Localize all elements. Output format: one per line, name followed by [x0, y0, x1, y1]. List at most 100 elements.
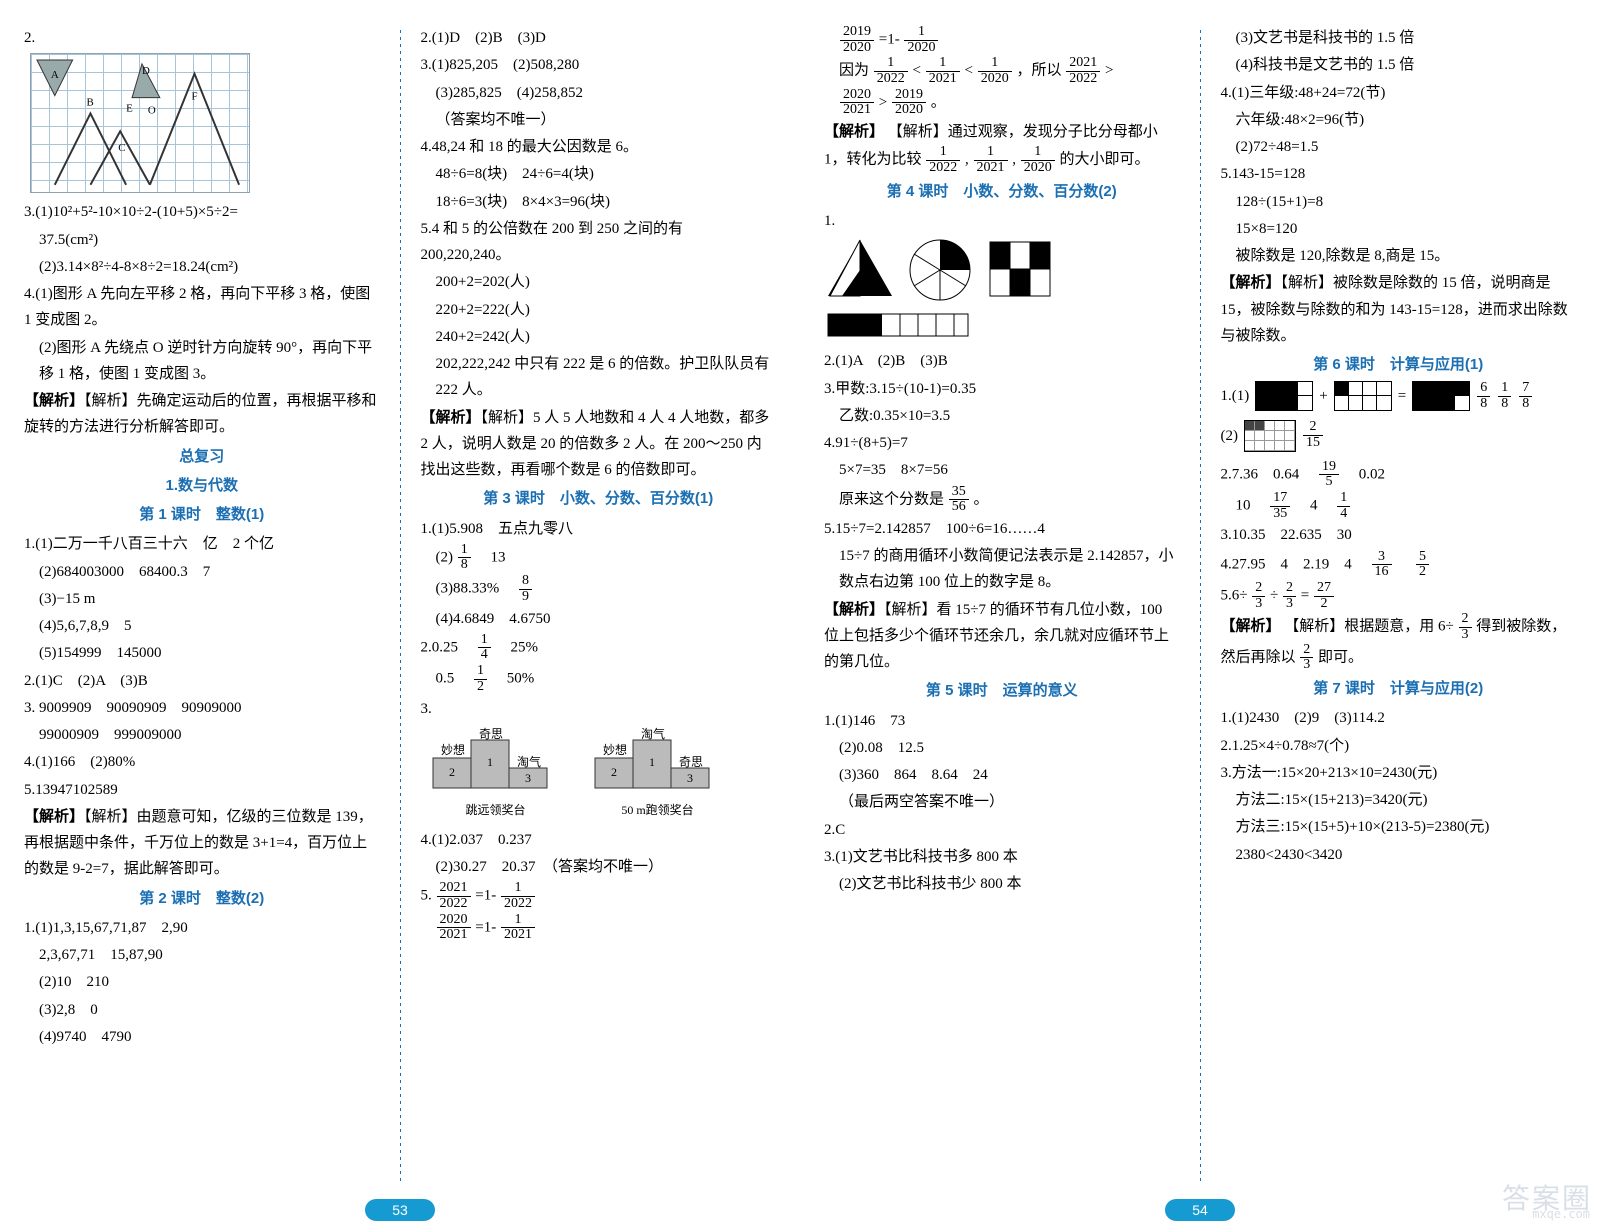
c2-l3-q2a: 2.0.25 14 25% — [421, 633, 777, 663]
q4-1: 4.(1)图形 A 先向左平移 2 格，再向下平移 3 格，使图 1 变成图 2… — [24, 281, 380, 334]
fraction-icon: 195 — [1319, 460, 1339, 490]
col-4: (3)文艺书是科技书的 1.5 倍 (4)科技书是文艺书的 1.5 倍 4.(1… — [1215, 24, 1583, 1189]
c4-q4a: 4.(1)三年级:48+24=72(节) — [1221, 80, 1577, 106]
l2-1a: 1.(1)1,3,15,67,71,87 2,90 — [24, 915, 380, 941]
q3-2: (2)3.14×8²÷4-8×8÷2=18.24(cm²) — [24, 254, 380, 280]
svg-text:2: 2 — [449, 765, 455, 779]
svg-text:奇思: 奇思 — [479, 727, 503, 741]
c2-l3-q4b: (2)30.27 20.37 （答案均不唯一） — [421, 854, 777, 880]
c2-q4c: 18÷6=3(块) 8×4×3=96(块) — [421, 189, 777, 215]
c2-l3-3a: (3)88.33% — [436, 581, 515, 597]
l1-2: (2)684003000 68400.3 7 — [24, 559, 380, 585]
svg-text:淘气: 淘气 — [641, 726, 665, 741]
column-divider — [1200, 30, 1201, 1183]
podium-1: 妙想 奇思 淘气 2 1 3 跳远领奖台 — [421, 726, 571, 821]
q3-1v: 37.5(cm²) — [24, 227, 380, 253]
podium-2-title: 50 m跑领奖台 — [583, 800, 733, 821]
fraction-icon: 18 — [1498, 381, 1511, 411]
l1-q2: 2.(1)C (2)A (3)B — [24, 668, 380, 694]
svg-text:3: 3 — [525, 771, 531, 785]
txt: 2.7.36 0.64 — [1221, 466, 1315, 482]
c2-l3-q3: 3. — [421, 696, 777, 722]
c2-l3-2a: (2) — [436, 549, 454, 565]
c4-l7-2: 2.1.25×4÷0.78≈7(个) — [1221, 733, 1577, 759]
grid-icon — [984, 236, 1056, 302]
fraction-icon: 23 — [1459, 612, 1472, 642]
svg-text:1: 1 — [649, 755, 655, 769]
c4-q5-analysis: 【解析】【解析】被除数是除数的 15 倍，说明商是 15，被除数与除数的和为 1… — [1221, 270, 1577, 349]
page-right: 20192020 =1- 12020 因为 12022 < 12021 < 12… — [800, 0, 1600, 1229]
c2-q5c: 220+2=222(人) — [421, 297, 777, 323]
fraction-icon: 52 — [1416, 550, 1429, 580]
c3-q4b: 5×7=35 8×7=56 — [824, 457, 1180, 483]
q4-analysis: 【解析】【解析】先确定运动后的位置，再根据平移和旋转的方法进行分析解答即可。 — [24, 388, 380, 441]
txt: (2) — [1221, 423, 1239, 449]
c3-q5-analysis: 【解析】【解析】看 15÷7 的循环节有几位小数，100 位上包括多少个循环节还… — [824, 597, 1180, 676]
c3-l5-1: 1.(1)146 73 — [824, 708, 1180, 734]
c2-l3-q4a: 4.(1)2.037 0.237 — [421, 827, 777, 853]
c4-q4c: (2)72÷48=1.5 — [1221, 134, 1577, 160]
svg-text:O: O — [148, 105, 156, 117]
c4-l6-q3: 3.10.35 22.635 30 — [1221, 522, 1577, 548]
svg-text:C: C — [118, 142, 125, 154]
txt: 5.6÷ — [1221, 588, 1248, 604]
svg-text:E: E — [126, 103, 133, 115]
c3-q2: 2.(1)A (2)B (3)B — [824, 348, 1180, 374]
col-1: 2. A B C D E O F 3.(1)10²+5²-10×10÷2- — [18, 24, 386, 1189]
box-2-15 — [1244, 420, 1296, 452]
txt: < — [964, 63, 976, 79]
svg-text:B: B — [86, 97, 93, 109]
fraction-icon: 316 — [1372, 550, 1392, 580]
fraction-icon: 23 — [1252, 581, 1265, 611]
svg-text:奇思: 奇思 — [679, 755, 703, 769]
lesson-4-heading: 第 4 课时 小数、分数、百分数(2) — [824, 179, 1180, 205]
c3-l5-3n: （最后两空答案不唯一） — [824, 789, 1180, 815]
triangle-icon — [824, 236, 896, 302]
c4-l6-q5: 5.6÷ 23 ÷ 23 = 272 — [1221, 581, 1577, 611]
page-number-left: 53 — [365, 1199, 435, 1221]
fraction-icon: 12 — [474, 664, 487, 694]
txt: 25% — [496, 639, 539, 655]
svg-text:F: F — [192, 91, 198, 103]
lesson-6-heading: 第 6 课时 计算与应用(1) — [1221, 352, 1577, 378]
lesson-5-heading: 第 5 课时 运算的意义 — [824, 678, 1180, 704]
q3-1: 3.(1)10²+5²-10×10÷2-(10+5)×5÷2= — [24, 199, 380, 225]
txt: =1- — [879, 32, 900, 48]
c2-q5a: 5.4 和 5 的公倍数在 200 到 250 之间的有 200,220,240… — [421, 216, 777, 269]
txt: 4 — [1295, 498, 1333, 514]
c2-l3-q5b: 20202021 =1- 12021 — [421, 913, 777, 943]
txt: 2.0.25 — [421, 639, 474, 655]
c3-t2: 因为 12022 < 12021 < 12020 ，所以 20212022 > — [824, 56, 1180, 86]
c3-t1: 20192020 =1- 12020 — [824, 25, 1180, 55]
c2-q3b: (3)285,825 (4)258,852 — [421, 80, 777, 106]
txt: 。 — [974, 491, 989, 507]
txt: 5. — [421, 888, 432, 904]
fraction-icon: 20192020 — [840, 25, 874, 55]
c2-l3-q5a: 5. 20212022 =1- 12022 — [421, 881, 777, 911]
fraction-box-row-2: (2) 215 — [1221, 420, 1577, 452]
svg-text:妙想: 妙想 — [441, 742, 465, 757]
txt: 因为 — [839, 63, 873, 79]
box-7-8 — [1412, 381, 1470, 411]
l2-4: (4)9740 4790 — [24, 1024, 380, 1050]
c4-q5b: 128÷(15+1)=8 — [1221, 189, 1577, 215]
grid-figure: A B C D E O F — [30, 53, 250, 193]
txt: 。 — [931, 94, 946, 110]
txt: 原来这个分数是 — [839, 491, 944, 507]
fraction-icon: 12021 — [501, 913, 535, 943]
c4-q5c: 15×8=120 — [1221, 216, 1577, 242]
c4-l7-3b: 方法二:15×(15+213)=3420(元) — [1221, 787, 1577, 813]
txt: 0.5 — [436, 671, 470, 687]
txt — [1396, 556, 1411, 572]
c3-l5-2: (2)0.08 12.5 — [824, 735, 1180, 761]
c4-q4b: 六年级:48×2=96(节) — [1221, 107, 1577, 133]
l1-4: (4)5,6,7,8,9 5 — [24, 613, 380, 639]
c3-l5-q3a: 3.(1)文艺书比科技书多 800 本 — [824, 844, 1180, 870]
c3-q5b: 15÷7 的商用循环小数简便记法表示是 2.142857，小数点右边第 100 … — [824, 543, 1180, 596]
c2-l3-q2b: 0.5 12 50% — [421, 664, 777, 694]
lesson-1-heading: 第 1 课时 整数(1) — [24, 502, 380, 528]
page-left: 2. A B C D E O F 3.(1)10²+5²-10×10÷2- — [0, 0, 800, 1229]
txt: 10 — [1236, 498, 1266, 514]
watermark-sub: mxqe.com — [1532, 1204, 1590, 1225]
fraction-icon: 12022 — [874, 56, 908, 86]
